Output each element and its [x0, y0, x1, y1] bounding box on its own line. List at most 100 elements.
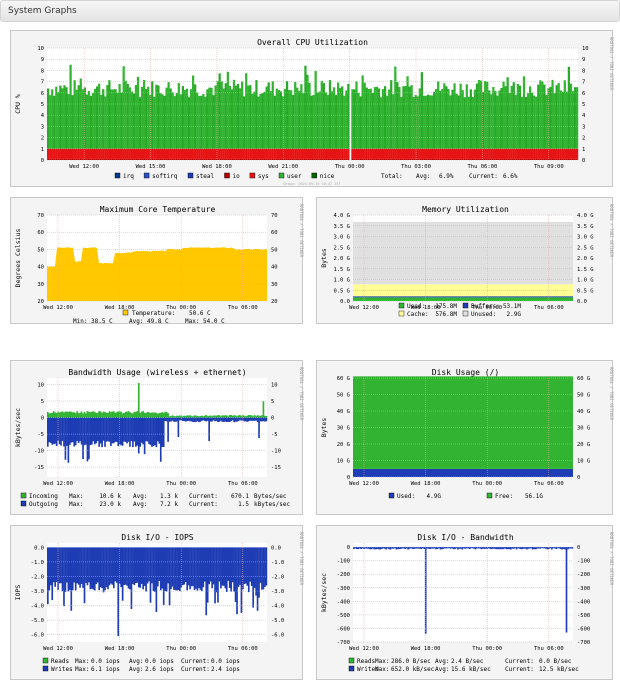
y-tick-label: -3.0 [31, 589, 44, 595]
cpu-io-bar [114, 158, 117, 160]
cpu-sys-bar [475, 148, 479, 159]
bandwidth-outgoing-bar [152, 417, 155, 447]
cpu-io-bar [575, 158, 579, 160]
cpu-user-bar [522, 76, 526, 149]
cpu-sys-bar [347, 148, 350, 159]
cpu-user-bar [171, 92, 174, 149]
cpu-io-bar [318, 158, 321, 160]
legend-swatch-free [486, 492, 493, 499]
iops-writes-bar [174, 547, 177, 591]
iops-writes-bar [71, 547, 74, 591]
cpu-io-bar [167, 158, 170, 160]
y-tick-label-right: 5 [582, 102, 585, 108]
bandwidth-incoming-bar [151, 412, 153, 418]
iops-writes-bar [161, 547, 164, 589]
bandwidth-outgoing-bar [111, 417, 114, 444]
cpu-sys-bar [208, 148, 211, 159]
cpu-sys-bar [547, 148, 550, 159]
cpu-io-bar [455, 158, 458, 160]
dbw-writes-bar [408, 547, 411, 549]
dbw-writes-bar [465, 547, 468, 549]
cpu-io-bar [571, 158, 575, 160]
cpu-user-bar [394, 66, 397, 149]
bandwidth-outgoing-bar [176, 417, 178, 422]
cpu-user-bar [435, 89, 438, 149]
y-tick-label: 2.5 G [333, 245, 350, 251]
iops-writes-bar [243, 547, 246, 585]
cpu-sys-bar [61, 148, 64, 159]
bandwidth-incoming-bar [168, 416, 171, 418]
legend-label-writes: Writes [357, 666, 379, 673]
cpu-sys-bar [122, 148, 125, 159]
cpu-io-bar [435, 158, 438, 160]
cpu-user-bar [518, 85, 522, 149]
cpu-graph[interactable]: Overall CPU Utilization CPU % RRDTOOL / TO… [10, 30, 614, 187]
cpu-sys-bar [406, 148, 409, 159]
bandwidth-outgoing-bar [82, 417, 84, 460]
cpu-io-bar [494, 158, 497, 160]
cpu-user-bar [104, 96, 107, 149]
bandwidth-graph[interactable]: Bandwidth Usage (wireless + ethernet) kBy… [10, 360, 304, 515]
y-tick-label: 1 [41, 147, 44, 153]
cpu-user-bar [228, 85, 232, 149]
y-tick-label-right: 1 [582, 147, 585, 153]
bandwidth-outgoing-bar [88, 417, 90, 460]
cpu-user-bar [361, 75, 364, 149]
memory-graph[interactable]: Memory Utilization Bytes RRDTOOL / TOBI OE… [316, 197, 614, 324]
cpu-user-bar [490, 94, 493, 149]
cpu-user-bar [173, 96, 176, 149]
iops-writes-bar [58, 547, 61, 584]
cpu-user-bar [53, 95, 56, 149]
dbw-writes-bar [449, 547, 452, 549]
y-tick-label: 10 G [337, 459, 350, 465]
cpu-user-bar [112, 89, 115, 149]
bandwidth-incoming-bar [71, 412, 74, 418]
bandwidth-incoming-bar [262, 401, 265, 418]
cpu-sys-bar [533, 148, 536, 159]
cpu-user-bar [218, 73, 221, 149]
cpu-sys-bar [165, 148, 168, 159]
cpu-user-bar [204, 96, 207, 149]
temperature-graph[interactable]: Maximum Core Temperature Degrees Celsius R… [10, 197, 304, 325]
y-tick-label-right: 10 [271, 383, 278, 389]
cpu-io-bar [110, 158, 113, 160]
disk-usage-graph[interactable]: Disk Usage (/) Bytes RRDTOOL / TOBI OETIKE… [316, 360, 614, 515]
x-tick-label: Wed 18:00 [105, 305, 135, 311]
cpu-user-bar [535, 96, 538, 149]
dbw-writes-bar [570, 547, 572, 549]
cpu-user-bar [247, 85, 250, 149]
y-axis-label: CPU % [14, 94, 22, 114]
y-tick-label-right: 4.0 G [577, 213, 594, 219]
cpu-user-bar [541, 81, 544, 149]
cpu-sys-bar [300, 148, 303, 159]
cpu-io-bar [85, 158, 89, 160]
iops-graph[interactable]: Disk I/O - IOPS IOPS RRDTOOL / TOBI OETIKE… [10, 525, 304, 680]
cpu-user-bar [159, 93, 162, 149]
cpu-io-bar [451, 158, 454, 160]
y-tick-label-right: 70 [271, 213, 278, 219]
x-tick-label: Wed 12:00 [43, 481, 73, 487]
x-tick-label: Wed 18:00 [411, 305, 441, 311]
cpu-user-bar [157, 85, 160, 149]
legend-swatch-io [224, 172, 230, 179]
dbw-avg: 15.6 kB/sec [451, 666, 491, 673]
cpu-sys-bar [488, 148, 491, 159]
cpu-sys-bar [351, 148, 354, 159]
cpu-io-bar [437, 158, 440, 160]
cpu-io-bar [159, 158, 162, 160]
cpu-io-bar [428, 158, 432, 160]
cpu-io-bar [388, 158, 391, 160]
bandwidth-incoming-bar [192, 416, 194, 418]
dbw-writes-bar [430, 547, 433, 549]
dbw-writes-bar [549, 547, 552, 549]
cpu-io-bar [443, 158, 446, 160]
bandwidth-incoming-bar [132, 413, 134, 418]
cpu-sys-bar [255, 148, 258, 159]
bandwidth-incoming-bar [247, 415, 250, 418]
dbw-current: 0.0 B/sec [539, 658, 572, 665]
disk-bandwidth-graph[interactable]: Disk I/O - Bandwidth kBytes/sec RRDTOOL / … [316, 525, 614, 680]
cpu-user-bar [138, 97, 142, 149]
iops-avg-label: Avg: [129, 666, 143, 673]
cpu-user-bar [206, 89, 209, 149]
